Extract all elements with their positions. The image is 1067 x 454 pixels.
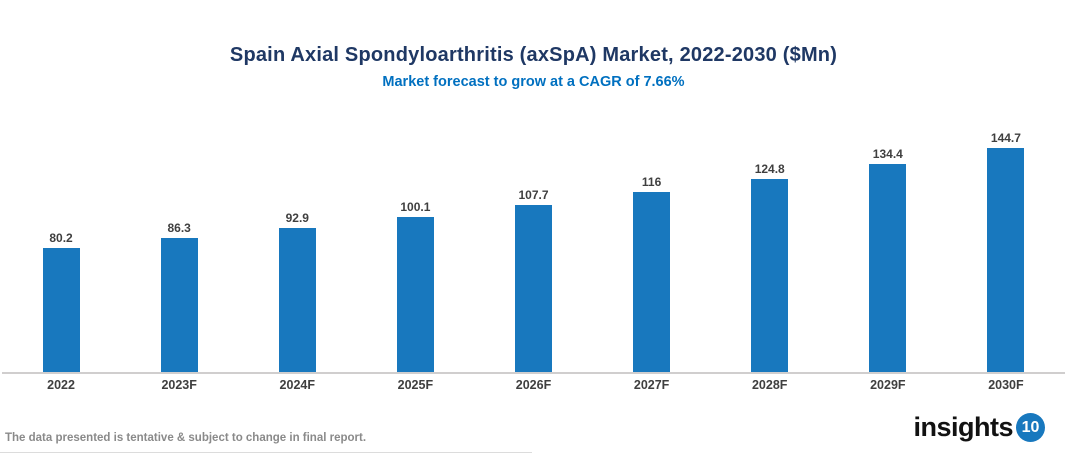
- bar-column: 92.9: [238, 120, 356, 372]
- bar-column: 134.4: [829, 120, 947, 372]
- chart-subtitle: Market forecast to grow at a CAGR of 7.6…: [382, 74, 685, 90]
- x-axis-tick-label: 2026F: [515, 378, 552, 392]
- bottom-divider: [0, 452, 532, 453]
- bar: [396, 217, 434, 372]
- bar-value-label: 80.2: [49, 231, 73, 245]
- bar-value-label: 107.7: [518, 188, 549, 202]
- x-axis-tick-label: 2024F: [279, 378, 315, 392]
- x-axis-tick-label: 2030F: [988, 378, 1024, 392]
- x-axis-tick-label: 2025F: [397, 378, 434, 392]
- x-axis-tick-label: 2027F: [633, 378, 670, 392]
- disclaimer-text: The data presented is tentative & subjec…: [5, 432, 367, 444]
- bar-column: 116: [593, 120, 711, 372]
- bar-value-label: 144.7: [990, 131, 1021, 145]
- bar: [278, 228, 316, 372]
- bar-value-label: 100.1: [400, 200, 431, 214]
- bar: [633, 192, 671, 372]
- bar: [160, 238, 198, 372]
- bar-value-label: 92.9: [285, 211, 309, 225]
- insights10-logo: insights 10: [913, 413, 1045, 442]
- bar-chart-plot-area: 80.2 86.3 92.9 100.1 107.7 116 124.8 134.4 144.7: [2, 120, 1065, 374]
- x-axis-tick-label: 2023F: [161, 378, 197, 392]
- bar: [514, 205, 552, 372]
- bar: [987, 148, 1025, 372]
- bar-value-label: 134.4: [872, 147, 903, 161]
- x-axis-tick-label: 2028F: [751, 378, 788, 392]
- x-axis-tick-label: 2029F: [870, 378, 906, 392]
- logo-badge-10: 10: [1016, 413, 1045, 442]
- bar-column: 86.3: [120, 120, 238, 372]
- logo-wordmark: insights: [913, 412, 1013, 442]
- bar-value-label: 124.8: [754, 162, 785, 176]
- bar: [869, 164, 907, 372]
- bar-column: 100.1: [356, 120, 474, 372]
- bar-column: 107.7: [474, 120, 592, 372]
- bar-column: 144.7: [947, 120, 1065, 372]
- bar-column: 80.2: [2, 120, 120, 372]
- chart-title: Spain Axial Spondyloarthritis (axSpA) Ma…: [229, 44, 838, 66]
- x-axis-category-labels: 2022 2023F 2024F 2025F 2026F 2027F 2028F 2029F 2…: [2, 378, 1065, 392]
- x-axis-tick-label: 2022: [47, 378, 75, 392]
- bar-value-label: 116: [641, 175, 662, 189]
- bar: [42, 248, 80, 372]
- bar: [751, 179, 789, 372]
- bar-column: 124.8: [711, 120, 829, 372]
- bar-value-label: 86.3: [167, 221, 191, 235]
